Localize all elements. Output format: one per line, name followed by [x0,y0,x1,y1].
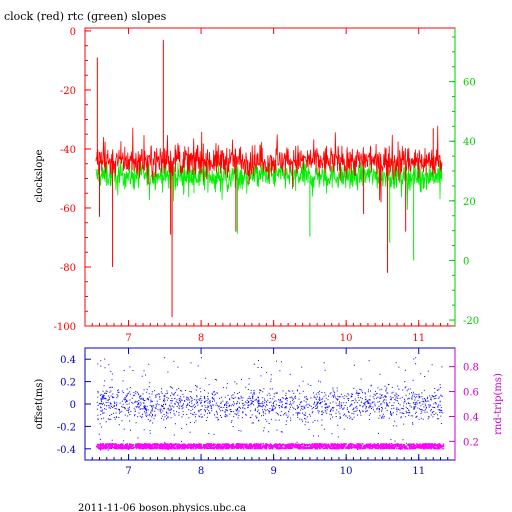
rtc-y-tick-label: 0 [463,256,469,267]
rndtrip-y-tick-label: 0.6 [463,388,479,399]
rtc-y-tick-label: 60 [463,78,476,89]
slope-x-tick-label: 9 [270,333,276,344]
slope-x-tick-label: 7 [125,333,131,344]
slope-y-label: clockslope [34,149,45,202]
rtc-y-tick-label: 20 [463,197,476,208]
clock-series-line [95,125,443,201]
offset-series [95,357,445,451]
footer-text: 2011-11-06 boson.physics.ubc.ca [78,503,246,512]
offset-panel: 7 8 9 10 11 0.4 0.2 0 -0.2 -0.4 0.8 0.6 0.4 0.2 offse… [34,347,504,477]
offset-x-tick-label: 11 [412,466,425,477]
slope-x-tick-label: 8 [198,333,204,344]
offset-points [96,357,444,451]
slope-x-tick-label: 10 [340,333,353,344]
slope-y-tick-label: -40 [60,145,76,156]
rndtrip-y-tick-label: 0.4 [463,412,479,423]
offset-axes: 7 8 9 10 11 0.4 0.2 0 -0.2 -0.4 0.8 0.6 0.4 0.2 [57,348,479,477]
offset-y-tick-label: 0 [70,400,76,411]
rndtrip-y-tick-label: 0.2 [463,437,479,448]
rndtrip-y-tick-label: 0.8 [463,363,479,374]
offset-y-tick-label: -0.2 [57,422,76,433]
slope-y-tick-label: -80 [60,263,76,274]
offset-x-tick-label: 10 [340,466,353,477]
slope-y-tick-label: -60 [60,204,76,215]
chart-title: clock (red) rtc (green) slopes [4,10,167,23]
offset-y-label: offset(ms) [34,379,45,430]
offset-x-tick-label: 9 [270,466,276,477]
rndtrip-y-label: rnd-trip(ms) [493,373,504,435]
slope-y-tick-label: 0 [70,27,76,38]
offset-y-tick-label: 0.2 [60,378,76,389]
offset-x-tick-label: 8 [198,466,204,477]
offset-y-tick-label: -0.4 [57,445,76,456]
slope-axes: 7 8 9 10 11 0 -20 -40 -60 -80 -100 60 40 20 0 -20 [54,27,480,344]
offset-y-tick-label: 0.4 [60,355,76,366]
slope-x-tick-label: 11 [412,333,425,344]
offset-plot-frame [84,347,456,461]
rndtrip-points [95,443,445,450]
slope-panel: 7 8 9 10 11 0 -20 -40 -60 -80 -100 60 40 20 0 -20 clock… [34,27,479,344]
slope-series [95,39,443,318]
rtc-y-tick-label: 40 [463,137,476,148]
slope-y-tick-label: -100 [54,322,76,333]
slope-y-tick-label: -20 [60,86,76,97]
offset-x-tick-label: 7 [125,466,131,477]
rtc-y-tick-label: -20 [463,316,479,327]
